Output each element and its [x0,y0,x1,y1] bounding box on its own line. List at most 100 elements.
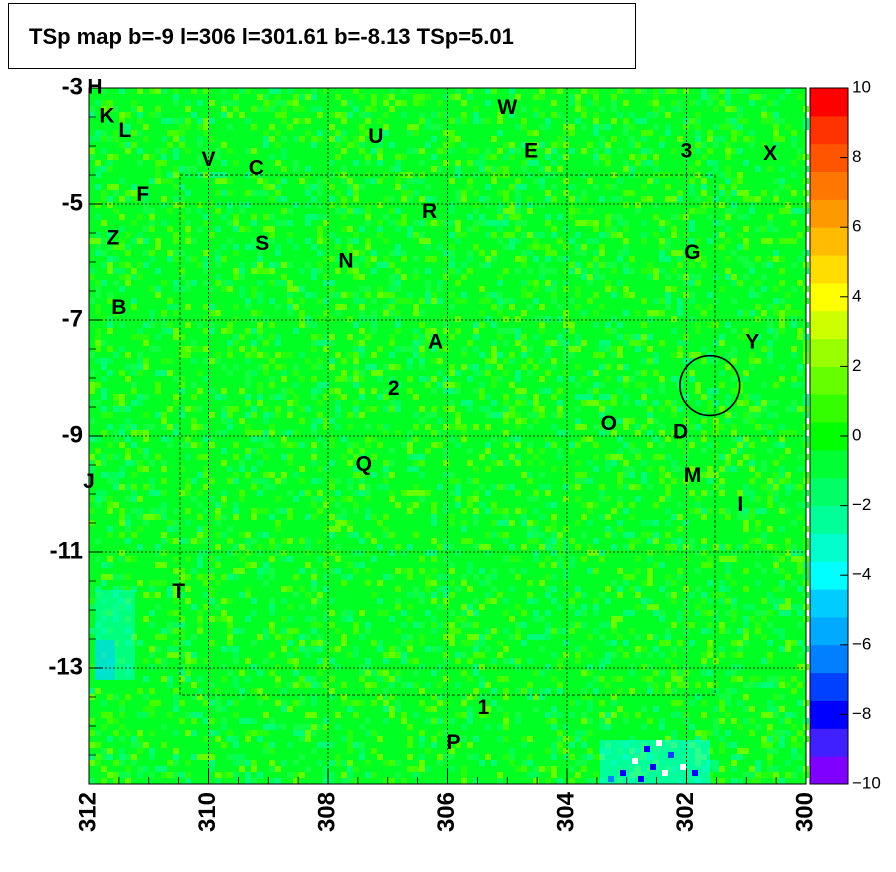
heatmap-cell [749,418,755,424]
heatmap-cell [779,430,785,436]
heatmap-cell [557,532,563,538]
heatmap-cell [533,364,539,370]
heatmap-cell [743,88,749,94]
heatmap-cell [767,682,773,688]
heatmap-cell [305,118,311,124]
heatmap-cell [767,262,773,268]
heatmap-cell [353,268,359,274]
heatmap-cell [551,100,557,106]
heatmap-cell [431,670,437,676]
heatmap-cell [407,508,413,514]
heatmap-cell [179,616,185,622]
heatmap-cell [569,598,575,604]
heatmap-cell [701,610,707,616]
heatmap-cell [767,622,773,628]
heatmap-cell [263,562,269,568]
heatmap-cell [713,424,719,430]
heatmap-cell [461,364,467,370]
heatmap-cell [635,496,641,502]
source-label-G: G [684,241,700,264]
heatmap-cell [593,184,599,190]
heatmap-cell [293,94,299,100]
heatmap-cell [491,220,497,226]
heatmap-cell [101,460,107,466]
heatmap-cell [347,460,353,466]
heatmap-cell [101,496,107,502]
heatmap-cell [695,424,701,430]
heatmap-cell [647,520,653,526]
heatmap-cell [449,148,455,154]
heatmap-cell [293,118,299,124]
heatmap-cell [197,208,203,214]
heatmap-cell [107,346,113,352]
heatmap-cell [419,592,425,598]
heatmap-cell [203,526,209,532]
heatmap-cell [359,412,365,418]
heatmap-cell [551,286,557,292]
heatmap-cell [623,484,629,490]
heatmap-cell [209,730,215,736]
heatmap-cell [515,718,521,724]
heatmap-cell [551,142,557,148]
heatmap-cell [119,214,125,220]
heatmap-cell [641,88,647,94]
heatmap-cell [683,232,689,238]
heatmap-cell [173,286,179,292]
heatmap-cell [551,520,557,526]
heatmap-cell [629,514,635,520]
heatmap-cell [713,484,719,490]
heatmap-cell [737,508,743,514]
heatmap-cell [293,574,299,580]
heatmap-cell [731,754,737,760]
heatmap-cell [683,520,689,526]
heatmap-cell [125,274,131,280]
heatmap-cell [605,364,611,370]
heatmap-cell [311,502,317,508]
heatmap-cell [527,148,533,154]
heatmap-cell [119,556,125,562]
heatmap-cell [269,442,275,448]
heatmap-cell [665,184,671,190]
heatmap-cell [497,376,503,382]
heatmap-cell [437,760,443,766]
heatmap-cell [269,538,275,544]
heatmap-cell [503,268,509,274]
heatmap-cell [449,142,455,148]
heatmap-cell [425,256,431,262]
heatmap-cell [503,532,509,538]
heatmap-cell [779,598,785,604]
heatmap-cell [143,202,149,208]
heatmap-cell [347,772,353,778]
heatmap-cell [527,448,533,454]
heatmap-cell [347,742,353,748]
heatmap-cell [311,88,317,94]
heatmap-cell [533,526,539,532]
heatmap-cell [299,724,305,730]
heatmap-cell [593,610,599,616]
heatmap-cell [389,286,395,292]
heatmap-cell [149,490,155,496]
heatmap-cell [521,256,527,262]
heatmap-cell [641,394,647,400]
heatmap-cell [197,712,203,718]
heatmap-cell [659,466,665,472]
heatmap-cell [239,766,245,772]
heatmap-cell [779,424,785,430]
heatmap-cell [581,688,587,694]
heatmap-cell [125,112,131,118]
heatmap-cell [773,706,779,712]
heatmap-cell [593,88,599,94]
heatmap-cell [599,382,605,388]
heatmap-cell [785,304,791,310]
heatmap-cell [467,502,473,508]
heatmap-cell [395,322,401,328]
heatmap-cell [419,364,425,370]
heatmap-cell [773,178,779,184]
heatmap-cell [509,586,515,592]
heatmap-cell [617,346,623,352]
heatmap-cell [731,118,737,124]
heatmap-cell [665,304,671,310]
heatmap-cell [263,532,269,538]
heatmap-cell [197,502,203,508]
heatmap-cell [605,718,611,724]
